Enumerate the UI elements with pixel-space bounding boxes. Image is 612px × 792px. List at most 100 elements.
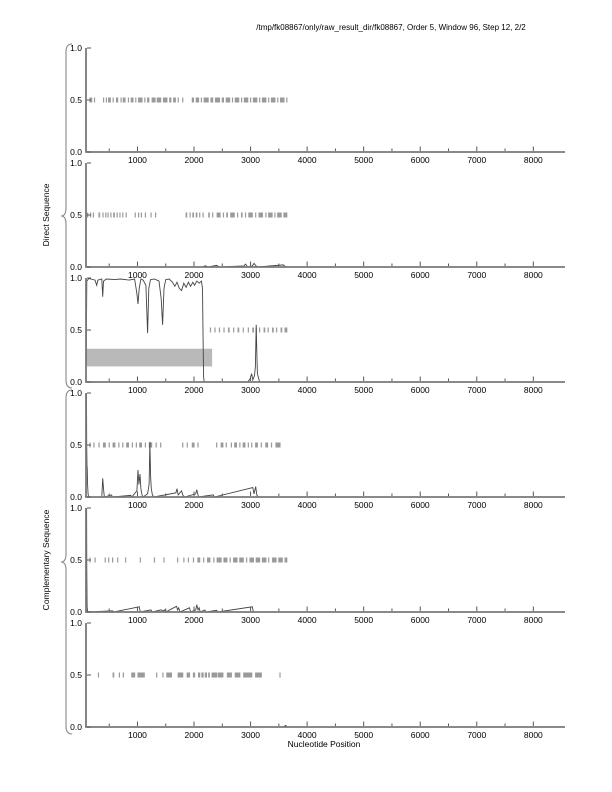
- orf-mark: [122, 97, 126, 103]
- orf-mark: [163, 557, 165, 563]
- orf-mark: [156, 97, 162, 103]
- x-tick-label: 7000: [467, 615, 486, 625]
- orf-mark: [139, 557, 141, 563]
- orf-mark: [169, 97, 172, 103]
- orf-mark: [134, 212, 136, 218]
- orf-mark: [267, 327, 269, 333]
- orf-mark: [252, 97, 258, 103]
- orf-mark: [208, 212, 210, 218]
- orf-mark: [102, 97, 105, 103]
- orf-mark: [207, 557, 211, 563]
- orf-mark: [284, 327, 288, 333]
- orf-mark: [138, 97, 143, 103]
- orf-mark: [279, 97, 285, 103]
- orf-mark: [108, 557, 110, 563]
- orf-mark: [216, 212, 221, 218]
- orf-mark: [102, 442, 106, 448]
- orf-mark: [234, 442, 237, 448]
- orf-mark: [230, 442, 232, 448]
- orf-mark: [278, 557, 283, 563]
- x-tick-label: 4000: [298, 615, 317, 625]
- orf-mark: [240, 97, 243, 103]
- x-tick-label: 1000: [128, 730, 147, 740]
- orf-mark: [208, 672, 210, 678]
- orf-mark: [144, 97, 146, 103]
- orf-mark: [233, 327, 235, 333]
- orf-mark: [183, 557, 185, 563]
- orf-mark: [218, 327, 221, 333]
- orf-mark: [272, 557, 277, 563]
- orf-mark: [252, 327, 254, 333]
- orf-mark: [112, 672, 115, 678]
- orf-mark: [131, 672, 136, 678]
- x-tick-label: 4000: [298, 730, 317, 740]
- orf-mark: [144, 212, 147, 218]
- orf-mark: [231, 97, 234, 103]
- y-tick-label: 1.0: [70, 618, 82, 628]
- orf-marks: [89, 97, 288, 103]
- x-tick-label: 2000: [185, 155, 204, 165]
- x-tick-label: 6000: [411, 730, 430, 740]
- orf-mark: [234, 97, 240, 103]
- y-tick-label: 1.0: [70, 273, 82, 283]
- orf-marks: [89, 557, 288, 563]
- orf-mark: [118, 672, 121, 678]
- y-tick-label: 1.0: [70, 43, 82, 53]
- orf-mark: [283, 212, 288, 218]
- orf-mark: [189, 212, 191, 218]
- orf-mark: [199, 212, 201, 218]
- x-tick-label: 8000: [524, 615, 543, 625]
- y-tick-label: 0.0: [70, 377, 82, 387]
- x-tick-label: 8000: [524, 270, 543, 280]
- orf-mark: [108, 97, 111, 103]
- orf-mark: [137, 672, 145, 678]
- x-tick-label: 4000: [298, 155, 317, 165]
- orf-mark: [98, 442, 100, 448]
- orf-marks: [86, 212, 288, 218]
- orf-mark: [125, 212, 127, 218]
- orf-mark: [117, 557, 119, 563]
- orf-mark: [192, 672, 196, 678]
- orf-mark: [251, 442, 253, 448]
- orf-mark: [112, 442, 116, 448]
- orf-mark: [92, 212, 94, 218]
- x-tick-label: 6000: [411, 615, 430, 625]
- orf-mark: [187, 557, 189, 563]
- orf-mark: [186, 442, 188, 448]
- orf-mark: [226, 672, 232, 678]
- y-tick-label: 0.5: [70, 670, 82, 680]
- probability-curve: [85, 507, 565, 613]
- orf-mark: [243, 672, 253, 678]
- plot-title: /tmp/fk08867/only/raw_result_dir/fk08867…: [256, 23, 526, 32]
- orf-mark: [105, 97, 107, 103]
- orf-mark: [125, 557, 127, 563]
- x-tick-label: 7000: [467, 155, 486, 165]
- orf-mark: [242, 442, 246, 448]
- x-tick-label: 5000: [354, 155, 373, 165]
- x-tick-label: 5000: [354, 385, 373, 395]
- orf-mark: [284, 557, 288, 563]
- orf-mark: [244, 212, 247, 218]
- x-tick-label: 6000: [411, 155, 430, 165]
- orf-mark: [148, 442, 153, 448]
- orf-mark: [191, 97, 195, 103]
- y-tick-label: 1.0: [70, 158, 82, 168]
- x-tick-label: 2000: [185, 270, 204, 280]
- orf-mark: [192, 212, 195, 218]
- orf-mark: [102, 212, 104, 218]
- orf-mark: [229, 557, 231, 563]
- orf-mark: [138, 212, 140, 218]
- orf-mark: [156, 672, 158, 678]
- orf-mark: [230, 212, 235, 218]
- orf-mark: [192, 557, 195, 563]
- x-tick-label: 2000: [185, 385, 204, 395]
- orf-mark: [195, 212, 198, 218]
- y-tick-label: 0.0: [70, 262, 82, 272]
- orf-mark: [279, 672, 281, 678]
- orf-mark: [182, 97, 184, 103]
- orf-mark: [243, 97, 249, 103]
- orf-mark: [240, 212, 243, 218]
- orf-mark: [160, 442, 162, 448]
- orf-mark: [108, 442, 110, 448]
- orf-mark: [220, 442, 224, 448]
